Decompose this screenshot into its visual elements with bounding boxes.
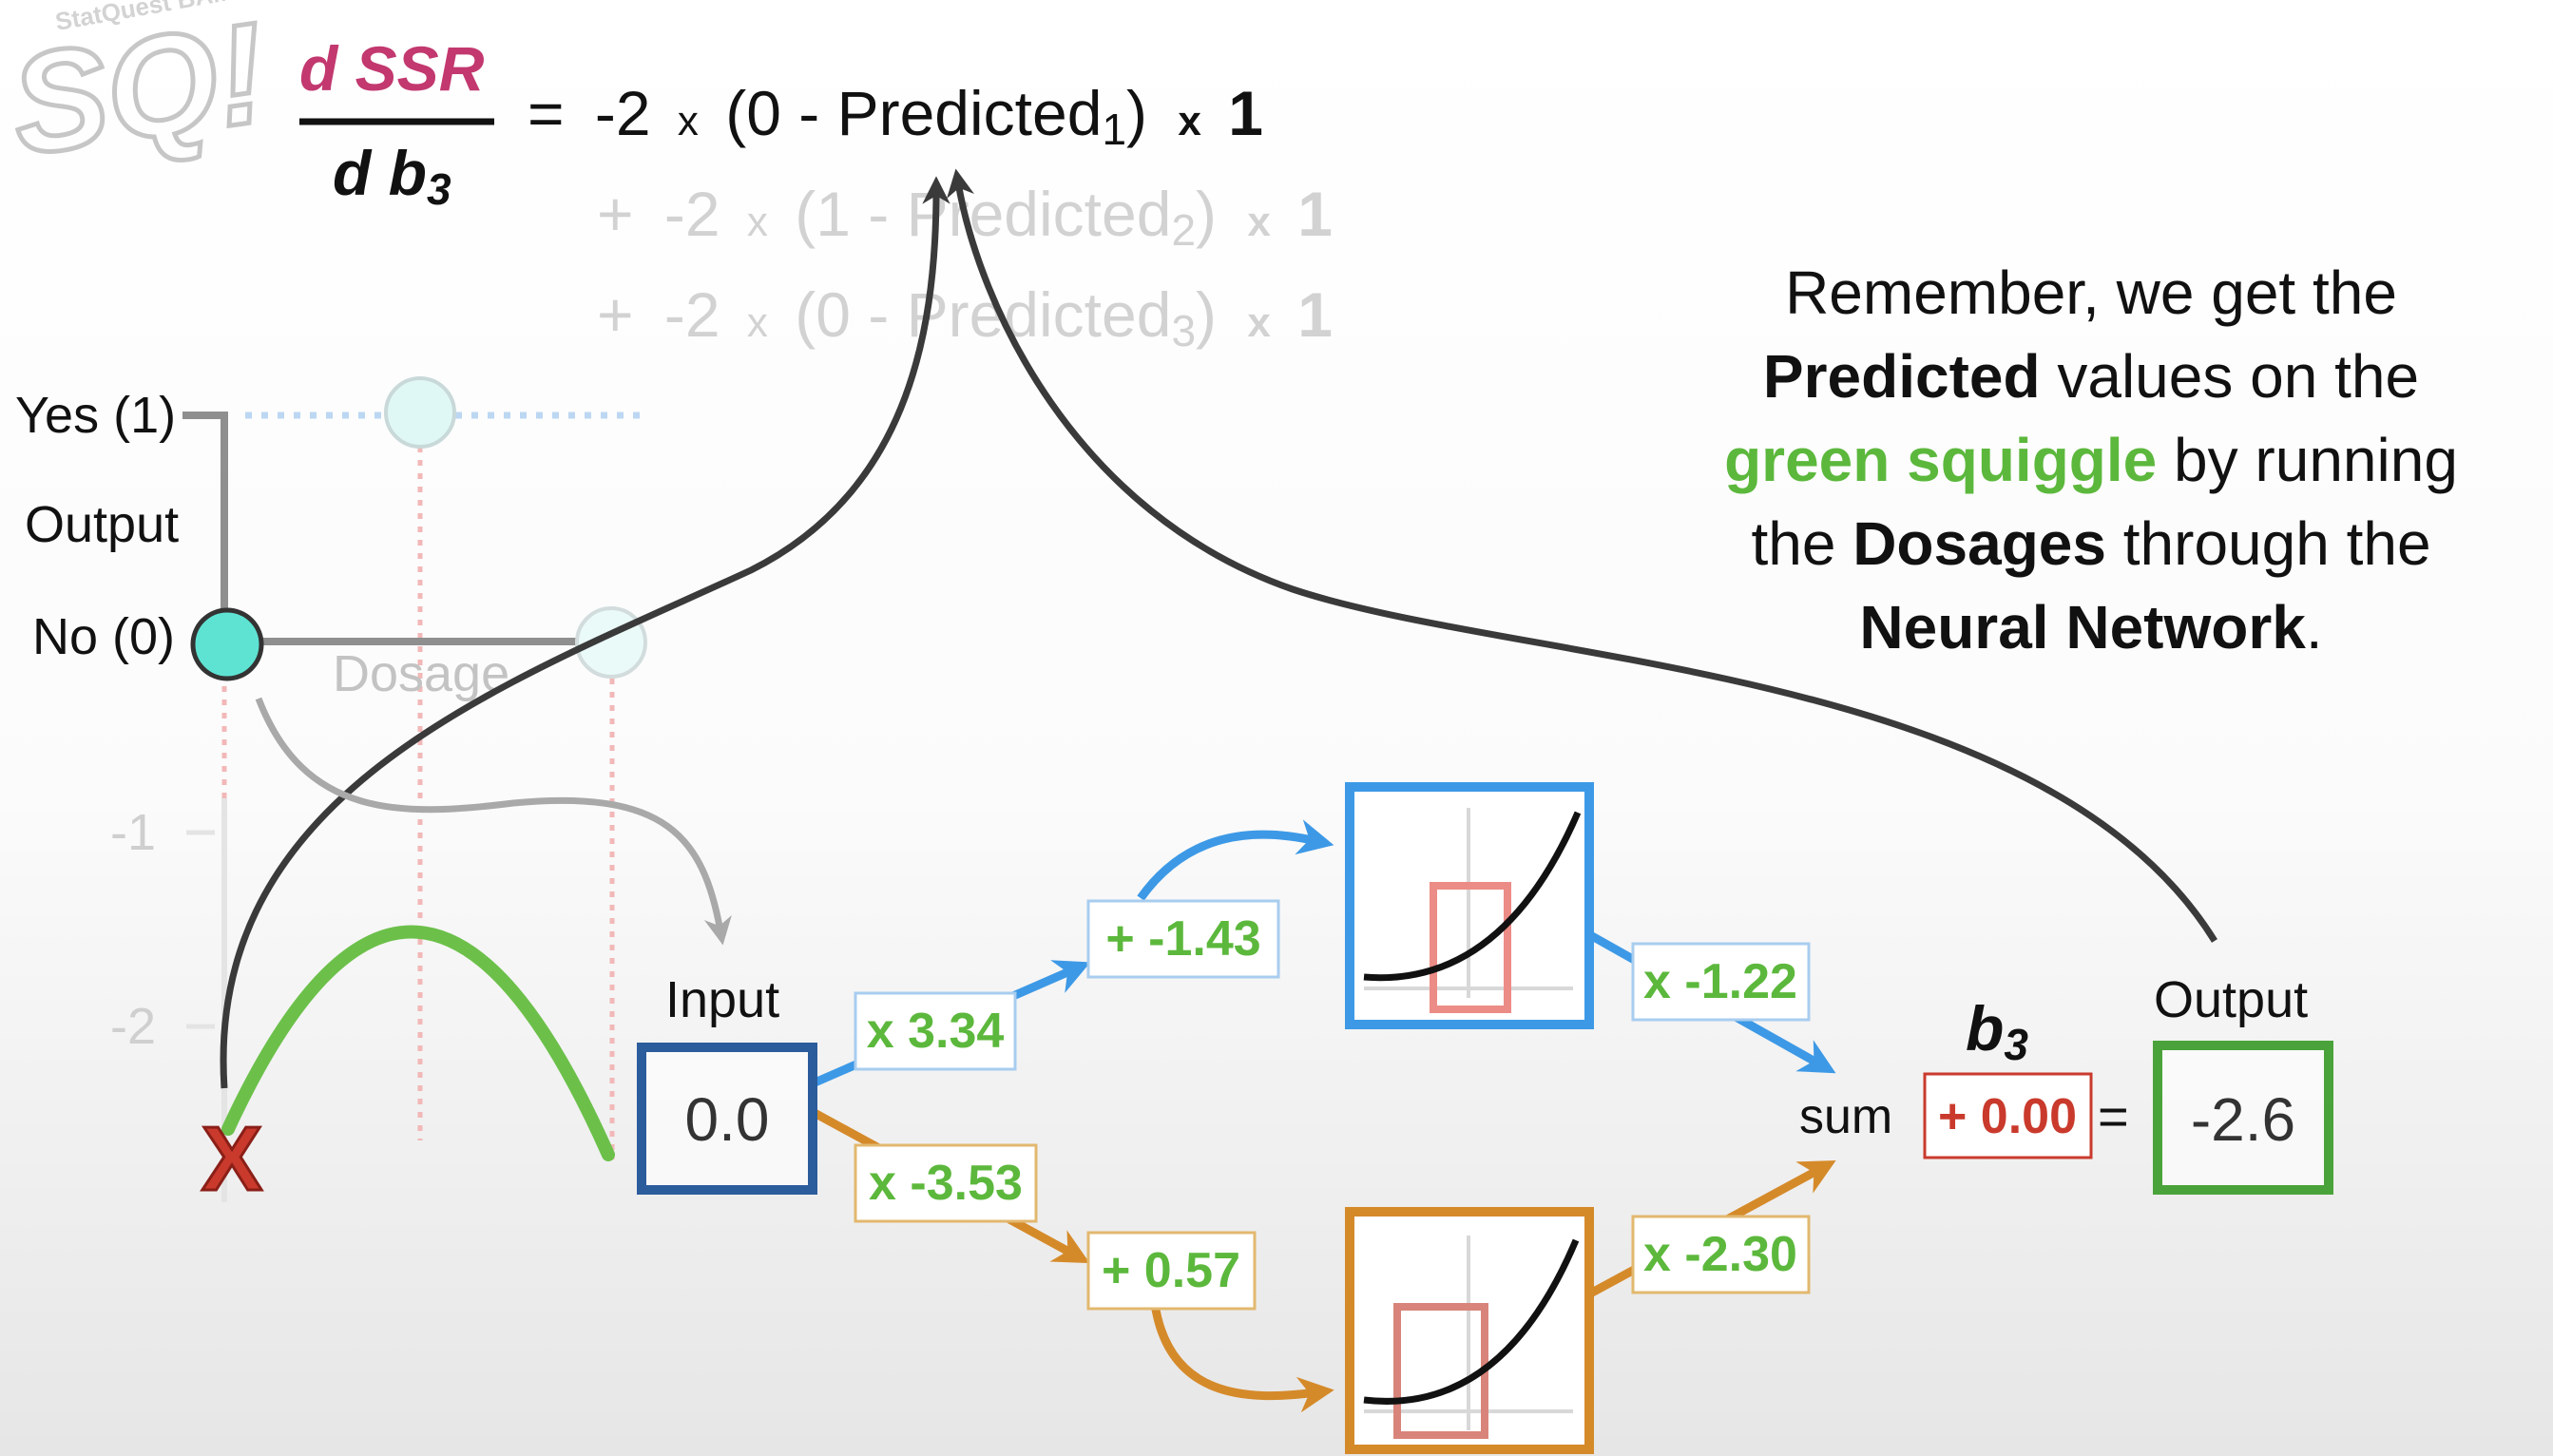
output-value: -2.6 [2191,1085,2295,1154]
input-box [637,1043,817,1195]
weight-4: x -2.30 [1643,1227,1797,1282]
equals-sign: = [2098,1086,2129,1146]
top-bias-to-node-arrow [1137,819,1334,901]
dosage-output-plot: Yes (1) Output No (0) Dosage -1 -2 X [15,376,647,1212]
equation-line-1: = -2 x (0 - Predicted1) x 1 [528,78,1263,154]
top-hidden-node [1345,782,1594,1029]
note-line-3: green squiggle by running [1724,426,2458,494]
green-squiggle [221,925,615,1161]
b3-value: + 0.00 [1938,1089,2077,1144]
note-line-2: Predicted values on the [1763,342,2419,411]
equation-line-3: + -2 x (0 - Predicted3) x 1 [597,279,1333,355]
bias-2: + 0.57 [1102,1243,1240,1298]
output-label: Output [2154,971,2308,1028]
note-line-5: Neural Network. [1859,593,2322,661]
derivative-denominator: d b3 [333,138,451,214]
explanation-note: Remember, we get the Predicted values on… [1724,259,2458,661]
plot-axes [182,412,608,645]
weight-box-2 [854,1143,1038,1223]
input-value: 0.0 [685,1085,770,1154]
derivative-numerator: d SSR [299,33,485,104]
prediction-x-marker: X [202,1108,262,1210]
tick-label-m1: -1 [110,804,156,861]
top-node-curve [1363,811,1582,982]
tick-label-m2: -2 [110,998,156,1055]
note-line-1: Remember, we get the [1785,259,2397,327]
yes-label: Yes (1) [15,387,176,444]
weight-box-4 [1631,1215,1811,1294]
arrow-squiggle-to-predicted1 [220,176,950,1089]
arrow-output-to-predicted1 [947,168,2217,943]
bottom-hidden-node [1345,1207,1594,1454]
neural-network: Input 0.0 x 3.34 + -1.43 x -3.53 + 0.57 … [637,782,2333,1454]
bias-box-2 [1086,1231,1257,1311]
top-node-window [1430,882,1511,1013]
data-point-no-1 [190,607,264,681]
bias-box-1 [1086,899,1280,979]
dosage-label: Dosage [333,645,509,702]
bottom-node-curve [1363,1238,1580,1405]
weight-1: x 3.34 [867,1004,1005,1059]
b3-box [1923,1072,2093,1159]
weight-box-1 [854,991,1017,1071]
bias-1: + -1.43 [1105,911,1260,967]
no-label: No (0) [32,608,175,665]
bottom-bias-to-node-arrow [1150,1303,1334,1413]
note-line-4: the Dosages through the [1751,509,2430,578]
weight-box-3 [1631,942,1811,1022]
data-point-yes [384,376,456,449]
output-axis-label: Output [25,496,179,553]
equation-line-2: + -2 x (1 - Predicted2) x 1 [597,179,1333,255]
b3-label: b3 [1966,993,2028,1069]
svg-text:SQ!: SQ! [2,0,275,185]
arrow-dosage-to-input [255,697,732,946]
derivative-equation: d SSR d b3 = -2 x (0 - Predicted1) x 1 +… [299,33,1333,355]
sum-label: sum [1799,1089,1892,1144]
statquest-logo: SQ! StatQuest BAM!! [0,0,278,187]
weight-2: x -3.53 [869,1156,1023,1211]
input-label: Input [665,971,779,1028]
weight-3: x -1.22 [1643,954,1797,1009]
output-box [2153,1041,2333,1195]
